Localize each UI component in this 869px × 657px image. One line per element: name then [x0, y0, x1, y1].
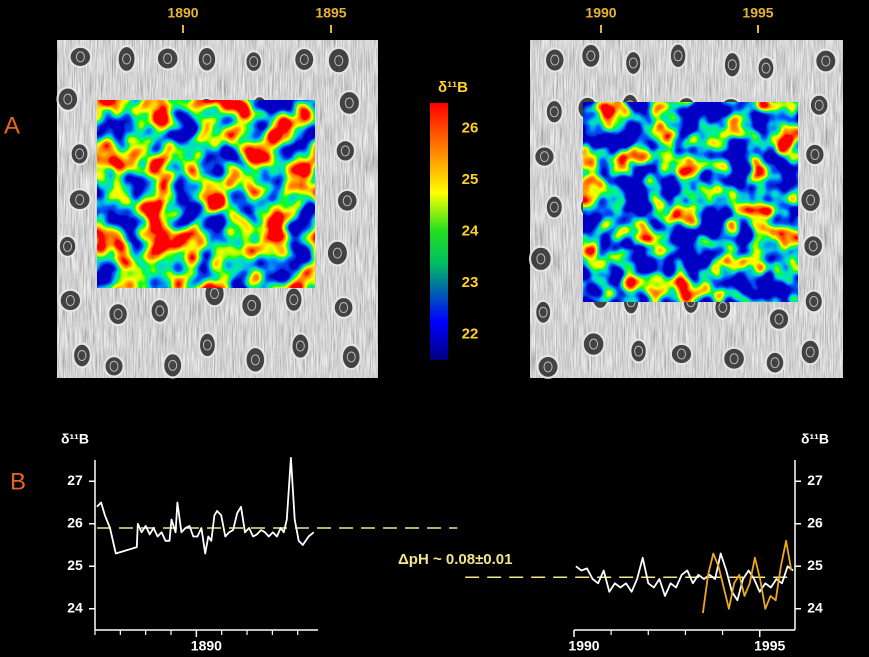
colorbar-tick-label: 26 — [462, 120, 479, 137]
corallite — [545, 48, 565, 71]
y-tick-label: 24 — [807, 599, 823, 615]
corallite — [199, 333, 216, 358]
corallite — [803, 235, 823, 257]
corallite — [800, 188, 821, 212]
corallite — [198, 47, 217, 72]
corallite — [805, 144, 824, 165]
y-tick-label: 27 — [67, 472, 83, 488]
year-label: 1895 — [315, 5, 346, 21]
figure: A B δ¹¹B 1890 1895 1990 1995 22 23 24 25 26 δ¹¹B 2… — [0, 0, 869, 657]
y-axis-label: δ¹¹B — [801, 431, 829, 447]
colorbar-tick-label: 25 — [462, 171, 479, 188]
corallite — [757, 57, 774, 80]
corallite — [70, 47, 92, 67]
corallite — [245, 51, 262, 72]
corallite — [108, 303, 128, 325]
colorbar-label: δ¹¹B — [438, 79, 468, 96]
corallite — [336, 140, 355, 161]
year-label: 1995 — [742, 5, 773, 21]
corallite — [157, 47, 179, 69]
corallite — [815, 50, 836, 73]
y-tick-label: 25 — [67, 557, 83, 573]
y-tick-label: 26 — [67, 514, 83, 530]
corallite — [671, 344, 692, 364]
corallite — [670, 44, 686, 68]
x-tick-label: 1890 — [191, 638, 222, 654]
year-label: 1990 — [585, 5, 616, 21]
corallite — [339, 91, 360, 115]
corallite — [151, 299, 169, 323]
corallite — [538, 356, 559, 378]
year-label: 1890 — [167, 5, 198, 21]
y-tick-label: 27 — [807, 472, 823, 488]
corallite — [534, 146, 554, 166]
colorbar-tick-label: 22 — [462, 325, 479, 342]
data-line — [97, 458, 314, 554]
corallite — [285, 287, 302, 311]
corallite — [59, 236, 77, 257]
y-tick-label: 24 — [67, 599, 83, 615]
corallite — [581, 44, 600, 68]
corallite — [327, 241, 348, 266]
heatmap — [97, 100, 315, 288]
corallite — [805, 291, 823, 313]
panel-label: A — [4, 112, 20, 139]
y-tick-label: 25 — [807, 557, 823, 573]
corallite — [73, 344, 91, 368]
corallite — [104, 356, 123, 376]
colorbar — [430, 103, 448, 360]
corallite — [583, 332, 605, 356]
corallite — [546, 100, 563, 123]
corallite — [724, 52, 741, 77]
corallite — [334, 297, 354, 318]
corallite — [58, 87, 79, 111]
x-tick-label: 1990 — [568, 638, 599, 654]
corallite — [69, 189, 91, 210]
annotation: ΔpH ~ 0.08±0.01 — [398, 551, 513, 568]
corallite — [328, 48, 350, 74]
page: { "panel_labels": ["A", "B"], "panel_a":… — [0, 0, 869, 657]
corallite — [535, 301, 551, 324]
colorbar-tick-label: 24 — [462, 222, 479, 239]
corallite — [801, 340, 820, 365]
corallite — [241, 293, 262, 317]
corallite — [291, 333, 309, 358]
corallite — [630, 340, 647, 363]
corallite — [723, 348, 745, 370]
colorbar-tick-label: 23 — [462, 274, 479, 291]
corallite — [337, 190, 358, 212]
y-tick-label: 26 — [807, 514, 823, 530]
corallite — [118, 46, 136, 72]
corallite — [810, 95, 829, 116]
corallite — [625, 51, 641, 75]
heatmap — [583, 102, 798, 302]
corallite — [546, 196, 563, 219]
corallite — [245, 347, 265, 373]
corallite — [163, 353, 182, 377]
y-axis-label: δ¹¹B — [61, 431, 89, 447]
panel-label: B — [10, 468, 26, 495]
corallite — [60, 290, 81, 311]
corallite — [294, 48, 314, 71]
corallite — [769, 308, 789, 330]
corallite — [71, 143, 89, 164]
corallite — [766, 352, 785, 374]
corallite — [342, 345, 361, 369]
corallite — [530, 247, 552, 271]
x-tick-label: 1995 — [754, 638, 785, 654]
